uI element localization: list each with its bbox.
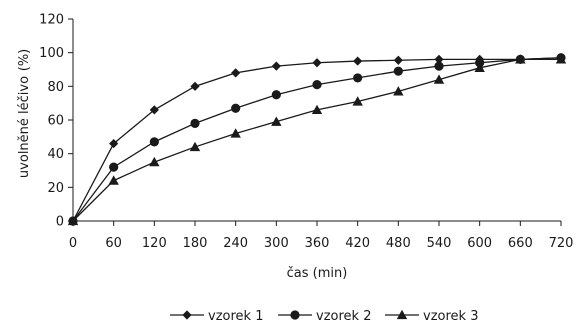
series-3-point [515, 54, 526, 64]
x-axis-title: čas (min) [287, 266, 348, 281]
y-tick-label: 100 [39, 46, 64, 61]
y-axis-title: uvolněné léčivo [17, 76, 32, 178]
series-3-point [67, 215, 79, 226]
legend-label: vzorek 2 [316, 309, 371, 324]
series-3-point [108, 175, 119, 185]
y-tick-label: 60 [47, 114, 64, 129]
series-2-point [149, 137, 159, 147]
x-tick-label: 300 [264, 236, 289, 251]
legend-item-1: vzorek 1 [170, 309, 263, 324]
legend-marker [182, 310, 192, 320]
y-tick-label: 120 [39, 13, 64, 28]
legend-marker [290, 310, 300, 320]
axes: 0 20 40 60 80 100 120 0 60 120 180 240 300 360 420 480 5… [39, 13, 573, 252]
x-tick-label: 420 [345, 236, 370, 251]
y-tick-label: 40 [47, 147, 64, 162]
series-2-point [434, 61, 444, 71]
series-3-point [189, 141, 201, 152]
legend-item-2: vzorek 2 [278, 309, 371, 324]
series-1-point [393, 55, 403, 65]
x-tick-label: 660 [508, 236, 533, 251]
series-3-point [271, 116, 282, 126]
legend-item-3: vzorek 3 [385, 309, 478, 324]
series-2-point [353, 73, 363, 83]
series-1-point [312, 58, 322, 68]
y-axis-unit: (%) [17, 49, 32, 72]
series-3-point [555, 54, 567, 64]
series-1-point [109, 138, 119, 149]
series-1-point [353, 56, 363, 66]
legend-label: vzorek 3 [423, 309, 478, 324]
series-1-point [231, 68, 241, 78]
series-1-point [190, 81, 200, 91]
series-2-point [393, 66, 403, 76]
x-tick-label: 720 [549, 236, 574, 251]
series-3-point [433, 74, 445, 84]
series-1-point [149, 105, 159, 115]
series-3 [67, 54, 567, 226]
series-3-point [311, 104, 323, 115]
x-tick-label: 0 [69, 236, 77, 251]
legend-label: vzorek 1 [208, 309, 263, 324]
legend: vzorek 1 vzorek 2 vzorek 3 [170, 309, 478, 324]
series-1-point [434, 54, 444, 64]
series-2-point [312, 80, 322, 90]
x-tick-label: 60 [105, 236, 122, 251]
series-2-point [190, 118, 200, 128]
series-2-point [109, 162, 119, 172]
series-3-point [149, 156, 160, 167]
x-tick-label: 120 [142, 236, 167, 251]
x-tick-label: 540 [427, 236, 452, 251]
series-3-point [230, 128, 241, 138]
x-tick-label: 600 [467, 236, 492, 251]
series-layer [67, 53, 567, 226]
x-tick-label: 180 [183, 236, 208, 251]
x-tick-label: 480 [386, 236, 411, 251]
y-tick-label: 0 [56, 215, 64, 230]
x-tick-label: 240 [223, 236, 248, 251]
legend-marker [396, 309, 408, 320]
series-1 [68, 53, 566, 226]
series-2-point [271, 90, 281, 100]
series-3-point [393, 86, 404, 96]
x-tick-label: 360 [305, 236, 330, 251]
series-2 [68, 53, 566, 226]
series-3-point [352, 96, 363, 106]
series-3-point [474, 62, 485, 72]
y-tick-label: 20 [47, 181, 64, 196]
series-2-point [231, 103, 241, 113]
series-1-point [271, 61, 281, 71]
y-tick-label: 80 [47, 80, 64, 95]
